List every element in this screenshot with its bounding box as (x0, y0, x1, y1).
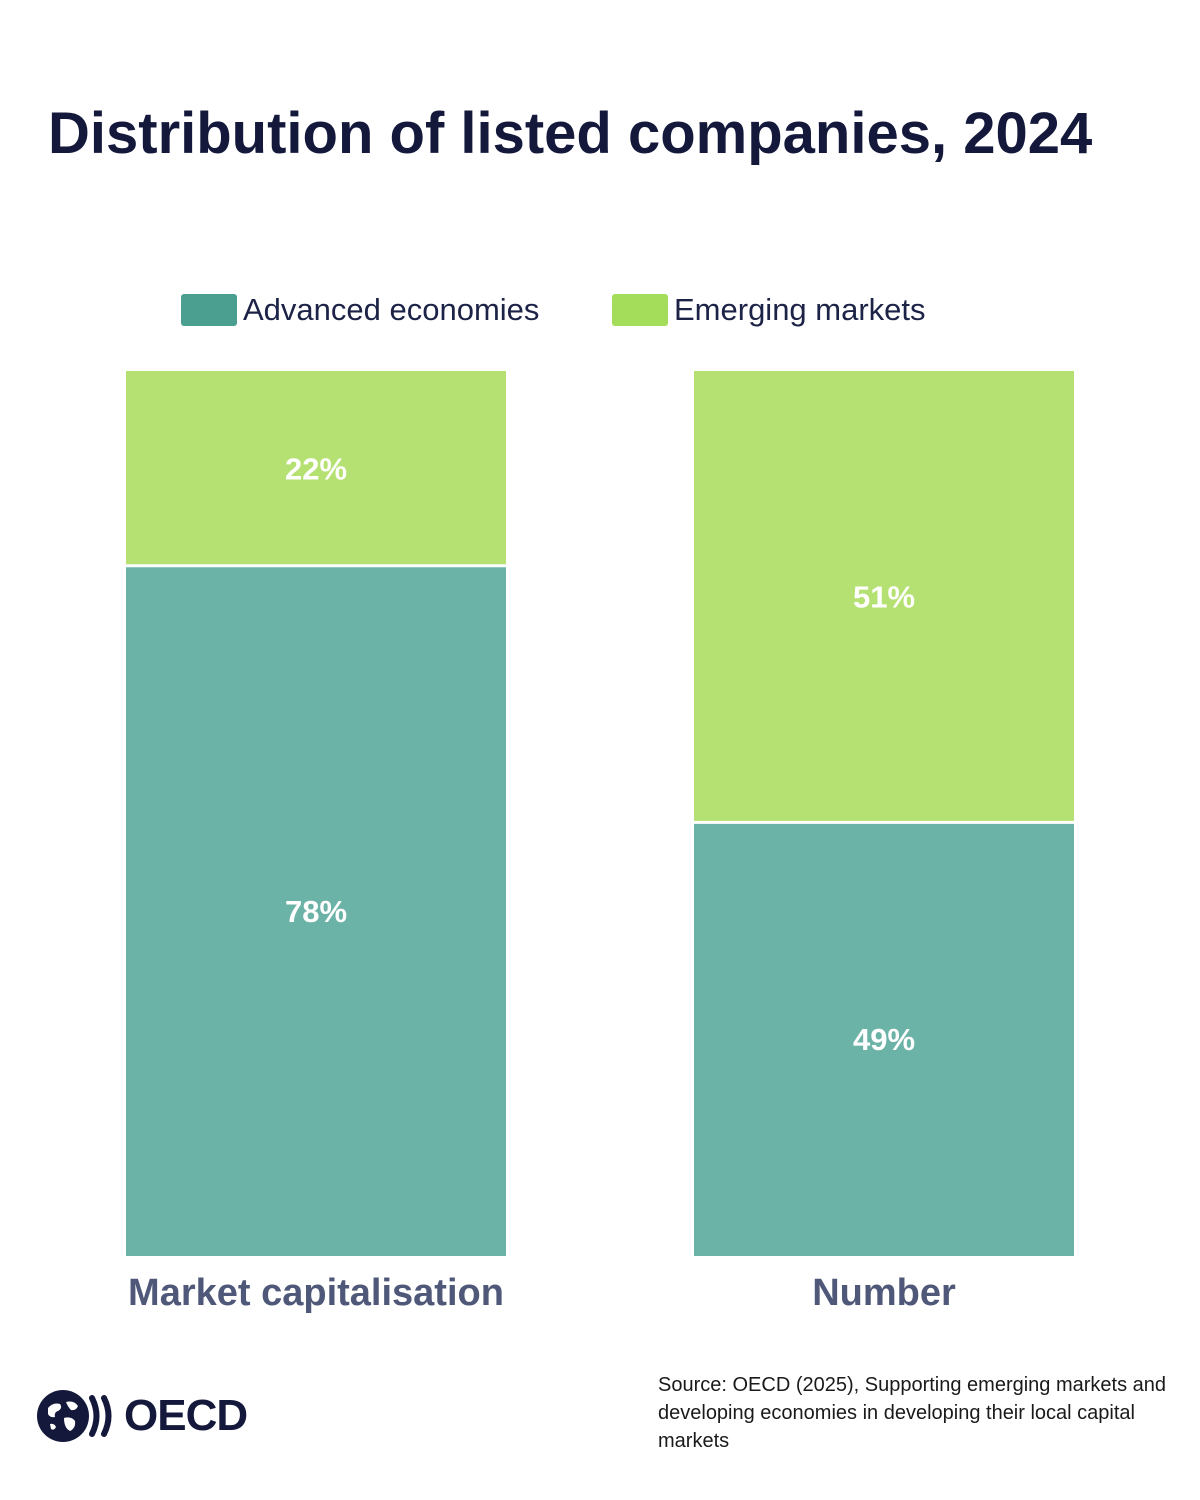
legend-label-advanced: Advanced economies (243, 292, 540, 327)
data-label-advanced-0: 78% (285, 894, 347, 929)
data-label-advanced-1: 49% (853, 1022, 915, 1057)
bar-advanced-1 (694, 822, 1074, 1256)
chart-title: Distribution of listed companies, 2024 (48, 101, 1093, 166)
bar-advanced-0 (126, 565, 506, 1256)
legend-swatch-emerging (612, 294, 668, 326)
category-label-1: Number (812, 1272, 956, 1314)
oecd-logo-text: OECD (124, 1391, 248, 1440)
data-label-emerging-0: 22% (285, 451, 347, 486)
category-label-0: Market capitalisation (128, 1272, 504, 1314)
legend-swatch-advanced (181, 294, 237, 326)
bar-emerging-1 (694, 371, 1074, 823)
oecd-globe-icon (37, 1390, 112, 1442)
source-note: Source: OECD (2025), Supporting emerging… (658, 1374, 1167, 1452)
legend-label-emerging: Emerging markets (674, 292, 926, 327)
stacked-bar-chart: 78% 22% Market capitalisation 49% 51% Number (126, 371, 1074, 1314)
legend-item-advanced: Advanced economies (181, 290, 539, 330)
legend-item-emerging: Emerging markets (612, 290, 926, 330)
legend: Advanced economies Emerging markets (0, 290, 1200, 330)
data-label-emerging-1: 51% (853, 580, 915, 615)
oecd-logo: OECD (36, 1388, 248, 1444)
bar-emerging-0 (126, 371, 506, 566)
